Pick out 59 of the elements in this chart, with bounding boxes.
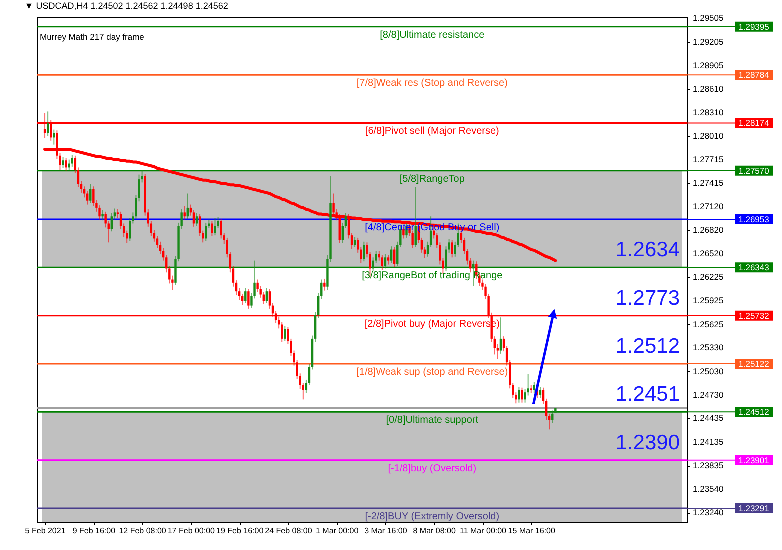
y-tick-label: 1.28310 [693, 107, 724, 118]
x-tick-label: 1 Mar 00:00 [316, 526, 360, 536]
y-tick-label: 1.26520 [693, 248, 724, 259]
y-tick-label: 1.24135 [693, 436, 724, 447]
y-tick-label: 1.27415 [693, 178, 724, 188]
y-tick-label: 1.28010 [693, 131, 724, 142]
y-tick-label: 1.28610 [693, 84, 724, 94]
x-tick-label: 15 Mar 16:00 [508, 526, 556, 536]
y-tick-label: 1.27715 [693, 154, 724, 164]
chart-title: ▼ USDCAD,H4 1.24502 1.24562 1.24498 1.24562 [24, 1, 228, 12]
annotation: [6/8]Pivot sell (Major Reverse) [365, 126, 500, 138]
annotation: [-2/8]BUY (Extremly Oversold) [365, 512, 500, 523]
y-tick-label: 1.23835 [693, 460, 724, 471]
text: 1.2390 [616, 431, 680, 454]
y-tick-label: 1.26820 [693, 225, 724, 236]
annotation: [1/8]Weak sup (stop and Reverse) [356, 367, 508, 378]
text: 1.2634 [616, 238, 680, 262]
y-tick-label: 1.24730 [693, 390, 724, 400]
ref-line-label: 1.25732 [738, 310, 770, 321]
y-tick-label: 1.23240 [693, 508, 724, 518]
text: 1.2451 [616, 383, 680, 406]
x-tick-label: 5 Feb 2021 [25, 526, 66, 536]
x-tick-label: 9 Feb 16:00 [72, 526, 116, 536]
y-tick-label: 1.29205 [693, 36, 724, 47]
ref-line-label: 1.27570 [738, 166, 770, 176]
y-tick-label: 1.29505 [693, 13, 724, 24]
y-tick-label: 1.25330 [693, 342, 724, 353]
ref-line-label: 1.23291 [738, 504, 770, 514]
annotation: [0/8]Ultimate support [386, 415, 479, 426]
y-tick-label: 1.25030 [693, 366, 724, 376]
text: Murrey Math 217 day frame [40, 32, 145, 42]
annotation: [7/8]Weak res (Stop and Reverse) [356, 78, 508, 90]
ref-line-label: 1.26343 [738, 262, 770, 273]
ref-line-label: 1.28784 [738, 70, 770, 80]
x-tick-label: 8 Mar 08:00 [413, 526, 456, 536]
y-tick-label: 1.27120 [693, 201, 724, 212]
y-tick-label: 1.23540 [693, 484, 724, 494]
x-tick-label: 24 Feb 08:00 [265, 526, 313, 536]
annotation: [-1/8]buy (Oversold) [388, 463, 477, 474]
y-tick-label: 1.24435 [693, 413, 724, 424]
ref-line-label: 1.28174 [738, 118, 770, 128]
text: 1.2512 [616, 335, 680, 358]
x-tick-label: 12 Feb 08:00 [119, 526, 167, 536]
y-tick-label: 1.25625 [693, 319, 724, 330]
annotation: [5/8]RangeTop [400, 174, 466, 185]
y-tick-label: 1.25925 [693, 296, 724, 306]
y-tick-label: 1.26225 [693, 272, 724, 282]
y-tick-label: 1.28905 [693, 60, 724, 71]
ref-line-label: 1.25122 [738, 359, 770, 370]
x-tick-label: 17 Feb 00:00 [168, 526, 216, 536]
ref-line-label: 1.26953 [738, 214, 770, 225]
ref-line-label: 1.29395 [738, 22, 770, 32]
text: 1.2773 [616, 286, 680, 310]
x-tick-label: 11 Mar 00:00 [460, 526, 508, 536]
ref-line-label: 1.23901 [738, 455, 770, 466]
annotation: [8/8]Ultimate resistance [380, 30, 486, 41]
x-tick-label: 3 Mar 16:00 [364, 526, 408, 536]
x-tick-label: 19 Feb 16:00 [216, 526, 264, 536]
ref-line-label: 1.24512 [738, 407, 770, 418]
